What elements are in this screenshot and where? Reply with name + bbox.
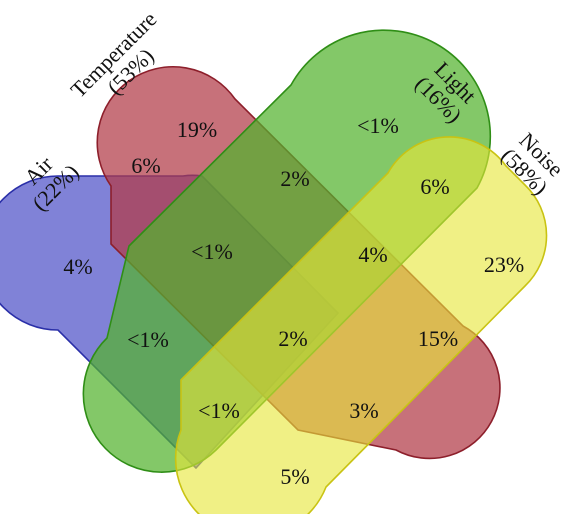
region-air-noise-label: 5% bbox=[280, 464, 309, 489]
region-light-only-label: <1% bbox=[357, 113, 399, 138]
region-light-noise-label: 6% bbox=[420, 174, 449, 199]
region-temperature-only-label: 19% bbox=[177, 117, 217, 142]
region-noise-only-label: 23% bbox=[484, 252, 524, 277]
region-all-four-label: 2% bbox=[278, 326, 307, 351]
region-air-only-label: 4% bbox=[63, 254, 92, 279]
region-temperature-light-noise-label: 4% bbox=[358, 242, 387, 267]
venn-shapes bbox=[0, 29, 548, 514]
region-air-temperature-noise-label: 3% bbox=[349, 398, 378, 423]
region-air-light-noise-label: <1% bbox=[198, 398, 240, 423]
region-air-temperature-label: 6% bbox=[131, 153, 160, 178]
region-temperature-noise-label: 15% bbox=[418, 326, 458, 351]
region-air-temperature-light-label: <1% bbox=[191, 239, 233, 264]
set-shape-noise bbox=[174, 136, 548, 514]
region-temperature-light-label: 2% bbox=[280, 166, 309, 191]
region-air-light-label: <1% bbox=[127, 327, 169, 352]
